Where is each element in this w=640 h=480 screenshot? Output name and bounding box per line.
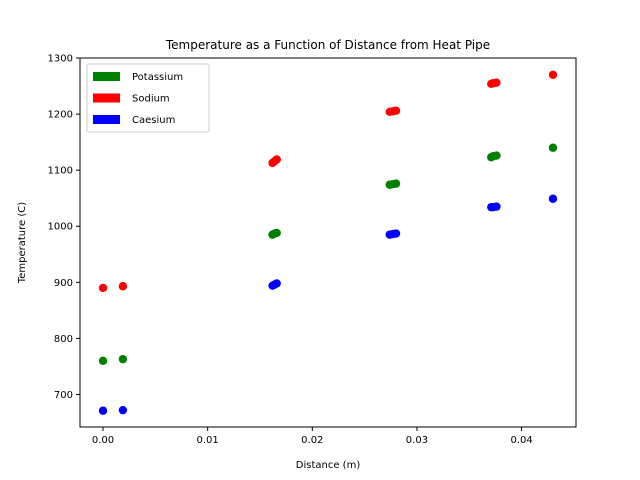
data-point-caesium xyxy=(391,229,401,238)
plot-frame xyxy=(79,57,577,428)
legend-swatch-caesium xyxy=(93,115,120,124)
data-point-caesium xyxy=(548,194,558,203)
y-tick-label: 900 xyxy=(54,278,73,289)
data-point-potassium xyxy=(118,354,128,364)
y-tick-label: 700 xyxy=(54,390,73,401)
y-tick-label: 1000 xyxy=(48,222,73,233)
y-tick-label: 800 xyxy=(54,334,73,345)
legend-label-caesium: Caesium xyxy=(132,115,175,126)
data-point-sodium xyxy=(118,282,128,291)
x-tick-label: 0.04 xyxy=(510,435,532,446)
y-tick-label: 1200 xyxy=(48,110,73,121)
x-tick-label: 0.00 xyxy=(92,435,114,446)
y-axis-label: Temperature (C) xyxy=(17,202,28,284)
data-point-potassium xyxy=(391,179,401,188)
x-tick-label: 0.02 xyxy=(301,435,323,446)
x-axis-label: Distance (m) xyxy=(296,460,361,471)
y-axis: 700 800 900 1000 1100 1200 1300 xyxy=(48,54,80,401)
legend-label-potassium: Potassium xyxy=(132,72,183,83)
y-tick-label: 1100 xyxy=(48,166,73,177)
data-point-sodium xyxy=(548,70,558,80)
legend-entries: Potassium Sodium Caesium xyxy=(93,72,183,126)
legend-swatch-sodium xyxy=(93,93,120,103)
chart-title: Temperature as a Function of Distance fr… xyxy=(165,38,490,52)
plot-area xyxy=(98,70,558,415)
x-axis: 0.00 0.01 0.02 0.03 0.04 xyxy=(92,427,533,446)
data-point-potassium xyxy=(548,143,558,152)
data-point-caesium xyxy=(492,202,501,211)
data-point-potassium xyxy=(98,356,108,366)
legend: Potassium Sodium Caesium xyxy=(86,63,210,133)
data-point-sodium xyxy=(391,106,401,115)
legend-label-sodium: Sodium xyxy=(132,94,170,105)
data-point-sodium xyxy=(492,78,501,87)
y-tick-label: 1300 xyxy=(48,54,73,65)
data-point-caesium xyxy=(272,279,281,288)
data-point-potassium xyxy=(492,151,501,160)
data-point-caesium xyxy=(118,405,128,415)
x-tick-label: 0.03 xyxy=(406,435,428,446)
x-tick-label: 0.01 xyxy=(197,435,219,446)
data-point-potassium xyxy=(272,228,281,238)
data-point-sodium xyxy=(272,155,281,164)
data-point-caesium xyxy=(98,406,108,415)
data-point-sodium xyxy=(98,283,108,293)
legend-swatch-potassium xyxy=(93,72,120,81)
